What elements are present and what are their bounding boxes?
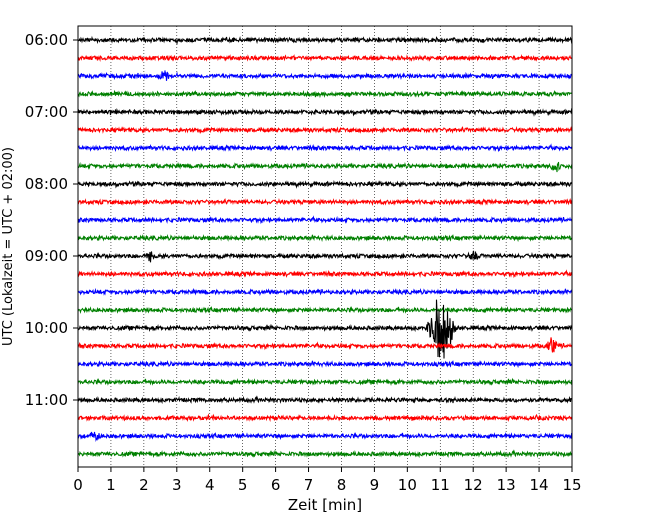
trace-line — [77, 197, 573, 207]
trace-line — [77, 250, 573, 263]
trace-line — [77, 107, 573, 117]
trace-line — [77, 215, 573, 225]
x-tick-label: 9 — [370, 476, 380, 494]
plot-frame — [77, 25, 573, 468]
x-tick-label: 13 — [497, 476, 516, 494]
trace-line — [77, 233, 573, 243]
x-tick-label: 7 — [304, 476, 314, 494]
trace-line — [77, 413, 573, 423]
x-tick-label: 4 — [205, 476, 215, 494]
x-tick-label: 5 — [238, 476, 248, 494]
trace-line — [77, 126, 573, 135]
x-tick-label: 8 — [337, 476, 347, 494]
trace-line — [77, 269, 573, 279]
y-tick-label: 08:00 — [25, 175, 68, 193]
trace-line — [77, 161, 573, 173]
trace-line — [77, 337, 573, 353]
trace-line — [77, 143, 573, 153]
x-axis-ticks: 0 1 2 3 4 5 6 7 8 9 10 11 12 13 14 15 — [73, 467, 582, 494]
x-tick-label: 14 — [530, 476, 549, 494]
y-tick-label: 11:00 — [25, 391, 68, 409]
trace-line — [77, 53, 573, 62]
y-tick-label: 06:00 — [25, 31, 68, 49]
y-axis-ticks: 06:00 07:00 08:00 09:00 10:00 11:00 — [25, 31, 78, 409]
x-tick-label: 10 — [398, 476, 417, 494]
y-tick-label: 07:00 — [25, 103, 68, 121]
x-tick-label: 0 — [73, 476, 83, 494]
trace-line — [77, 395, 573, 405]
x-tick-label: 1 — [106, 476, 116, 494]
y-axis-label: UTC (Lokalzeit = UTC + 02:00) — [1, 147, 16, 346]
x-tick-label: 6 — [271, 476, 281, 494]
x-tick-label: 15 — [562, 476, 581, 494]
x-axis-label: Zeit [min] — [288, 496, 362, 514]
trace-line — [77, 179, 573, 189]
trace-line — [77, 359, 573, 369]
trace-line — [77, 35, 573, 46]
trace-line — [77, 287, 573, 297]
trace-line — [77, 449, 573, 459]
y-tick-label: 10:00 — [25, 319, 68, 337]
x-tick-label: 12 — [464, 476, 483, 494]
trace-line — [77, 70, 573, 81]
y-tick-label: 09:00 — [25, 247, 68, 265]
x-tick-label: 2 — [139, 476, 149, 494]
trace-line — [77, 377, 573, 387]
x-tick-label: 3 — [172, 476, 182, 494]
trace-line — [77, 299, 573, 359]
trace-line — [77, 305, 573, 315]
trace-line — [77, 89, 573, 99]
x-tick-label: 11 — [431, 476, 450, 494]
traces — [77, 35, 573, 459]
trace-line — [77, 431, 573, 443]
